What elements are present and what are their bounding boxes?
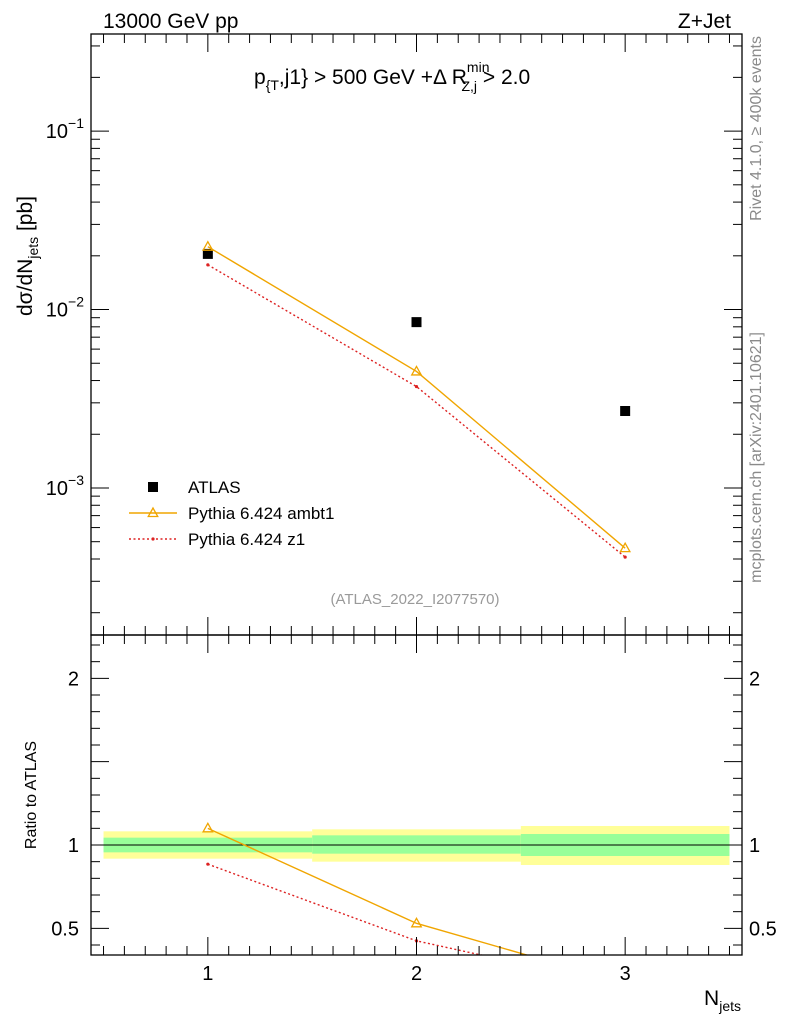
main-y-tick-exp: −3 xyxy=(68,472,84,488)
x-tick-label: 3 xyxy=(620,963,631,985)
x-tick-label: 2 xyxy=(411,963,422,985)
main-y-tick-base: 10 xyxy=(46,300,68,322)
axis-tick-labels: 10−110−210−30.5 0.51 12 21 2 3 xyxy=(46,115,777,985)
ratio-y-axis-label: Ratio to ATLAS xyxy=(23,741,40,849)
ratio-ambt1-line xyxy=(207,827,530,955)
ratio-error-bands xyxy=(103,826,730,865)
legend-atlas-marker xyxy=(148,482,158,492)
ylabel-unit: [pb] xyxy=(14,196,37,237)
header-right: Z+Jet xyxy=(678,10,731,33)
ratio-y-tick-label-right: 2 xyxy=(749,668,760,690)
title-mid: ,j1} > 500 GeV +Δ R xyxy=(279,66,467,89)
pythia-z1-marker xyxy=(414,384,419,389)
main-y-axis-label: dσ/dNjets [pb] xyxy=(14,196,41,316)
analysis-watermark: (ATLAS_2022_I2077570) xyxy=(330,591,499,608)
legend-label: Pythia 6.424 ambt1 xyxy=(188,504,334,523)
title-p-sub: {T xyxy=(266,77,280,93)
main-y-tick-base: 10 xyxy=(46,478,68,500)
atlas-data-point xyxy=(411,317,422,328)
ratio-y-tick-label-right: 0.5 xyxy=(749,918,777,940)
atlas-data-point xyxy=(620,406,631,417)
legend-ambt1-marker xyxy=(147,506,159,518)
title-p: p xyxy=(254,66,266,89)
ratio-y-tick-label-left: 2 xyxy=(68,668,79,690)
chart-title: p{T,j1} > 500 GeV +Δ Rmin Z,j > 2.0 xyxy=(254,59,530,94)
main-y-tick-base: 10 xyxy=(46,121,68,143)
legend-label: ATLAS xyxy=(188,478,241,497)
ratio-ambt1-marker xyxy=(410,917,423,928)
xlabel-sub: jets xyxy=(718,998,741,1014)
pythia-ambt1-line xyxy=(207,246,626,549)
axis-ticks xyxy=(91,34,742,955)
main-y-tick-label: 10−3 xyxy=(46,472,84,500)
pythia-ambt1-marker xyxy=(410,365,423,376)
pythia-ambt1-marker xyxy=(201,240,214,251)
ratio-y-tick-label-right: 1 xyxy=(749,835,760,857)
title-r-sub: Z,j xyxy=(461,78,477,94)
ylabel-sub: jets xyxy=(25,237,41,260)
ratio-ambt1-marker xyxy=(201,822,214,833)
ratio-z1-marker xyxy=(206,862,210,866)
pythia-ambt1-marker xyxy=(619,541,632,553)
legend: ATLAS Pythia 6.424 ambt1 Pythia 6.424 z1 xyxy=(129,478,334,549)
atlas-data-point xyxy=(202,248,213,259)
title-tail: > 2.0 xyxy=(477,66,530,89)
ratio-z1-marker xyxy=(624,985,627,988)
x-axis-label: Njets xyxy=(704,987,741,1014)
main-series-layer xyxy=(201,240,632,559)
main-y-tick-label: 10−1 xyxy=(46,115,84,143)
ratio-plot-frame xyxy=(90,634,743,956)
ratio-y-tick-label-left: 0.5 xyxy=(51,918,79,940)
main-y-tick-exp: −2 xyxy=(68,294,84,310)
ylabel-main: dσ/dN xyxy=(14,259,37,316)
xlabel-main: N xyxy=(704,987,719,1010)
mcplots-label: mcplots.cern.ch [arXiv:2401.10621] xyxy=(748,332,765,583)
main-y-tick-exp: −1 xyxy=(68,115,84,131)
legend-label: Pythia 6.424 z1 xyxy=(188,530,305,549)
title-r-sup: min xyxy=(467,59,490,75)
x-tick-label: 1 xyxy=(202,963,213,985)
rivet-version-label: Rivet 4.1.0, ≥ 400k events xyxy=(748,36,765,221)
legend-z1-marker xyxy=(151,537,155,541)
pythia-z1-marker xyxy=(206,263,210,267)
pythia-z1-marker xyxy=(623,555,627,559)
ratio-y-tick-label-left: 1 xyxy=(68,835,79,857)
header-left: 13000 GeV pp xyxy=(103,10,238,33)
main-y-tick-label: 10−2 xyxy=(46,294,84,322)
